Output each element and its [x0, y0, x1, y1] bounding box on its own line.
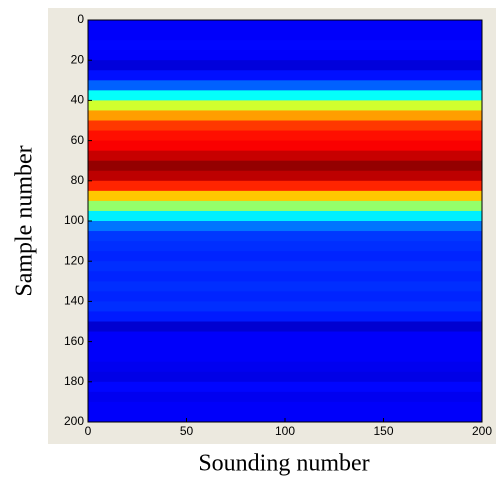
x-axis-label: Sounding number: [198, 451, 369, 477]
y-tick-label: 20: [71, 52, 85, 66]
heatmap-row: [88, 311, 482, 322]
y-tick-label: 100: [64, 213, 84, 227]
y-tick-label: 120: [64, 253, 84, 267]
y-tick-label: 40: [71, 93, 85, 107]
heatmap-row: [88, 361, 482, 373]
y-tick-label: 0: [77, 12, 84, 26]
heatmap-row: [88, 20, 482, 31]
y-axis-label: Sample number: [12, 145, 38, 296]
x-tick-label: 150: [373, 424, 393, 438]
heatmap-row: [88, 50, 482, 61]
heatmap-row: [88, 90, 482, 101]
y-tick-label: 60: [71, 133, 85, 147]
heatmap-row: [88, 40, 482, 51]
x-tick-label: 200: [472, 424, 492, 438]
heatmap-row: [88, 130, 482, 142]
heatmap-row: [88, 100, 482, 111]
heatmap-row: [88, 30, 482, 41]
heatmap-row: [88, 301, 482, 312]
heatmap-row: [88, 160, 482, 172]
heatmap-row: [88, 200, 482, 212]
heatmap-row: [88, 281, 482, 292]
heatmap-row: [88, 241, 482, 252]
heatmap-row: [88, 60, 482, 71]
heatmap-row: [88, 210, 482, 222]
y-tick-label: 200: [64, 414, 84, 428]
heatmap-row: [88, 261, 482, 272]
heatmap-row: [88, 401, 482, 413]
heatmap-row: [88, 271, 482, 282]
heatmap-row: [88, 170, 482, 182]
heatmap-row: [88, 120, 482, 132]
heatmap-row: [88, 221, 482, 232]
x-tick-label: 0: [85, 424, 92, 438]
y-tick-label: 180: [64, 374, 84, 388]
x-tick-label: 50: [180, 424, 194, 438]
heatmap-row: [88, 180, 482, 192]
heatmap-row: [88, 231, 482, 242]
heatmap-row: [88, 251, 482, 262]
x-tick-label: 100: [275, 424, 295, 438]
heatmap-row: [88, 110, 482, 121]
y-tick-label: 160: [64, 334, 84, 348]
heatmap-row: [88, 351, 482, 363]
heatmap-row: [88, 190, 482, 202]
heatmap-row: [88, 80, 482, 91]
heatmap-row: [88, 371, 482, 383]
heatmap-row: [88, 391, 482, 403]
heatmap-row: [88, 140, 482, 152]
heatmap-row: [88, 331, 482, 343]
y-tick-label: 140: [64, 294, 84, 308]
heatmap-row: [88, 341, 482, 353]
heatmap-row: [88, 150, 482, 162]
heatmap-row: [88, 70, 482, 81]
heatmap-row: [88, 291, 482, 302]
y-tick-label: 80: [71, 173, 85, 187]
heatmap-row: [88, 381, 482, 393]
heatmap-row: [88, 411, 482, 423]
heatmap-row: [88, 321, 482, 333]
